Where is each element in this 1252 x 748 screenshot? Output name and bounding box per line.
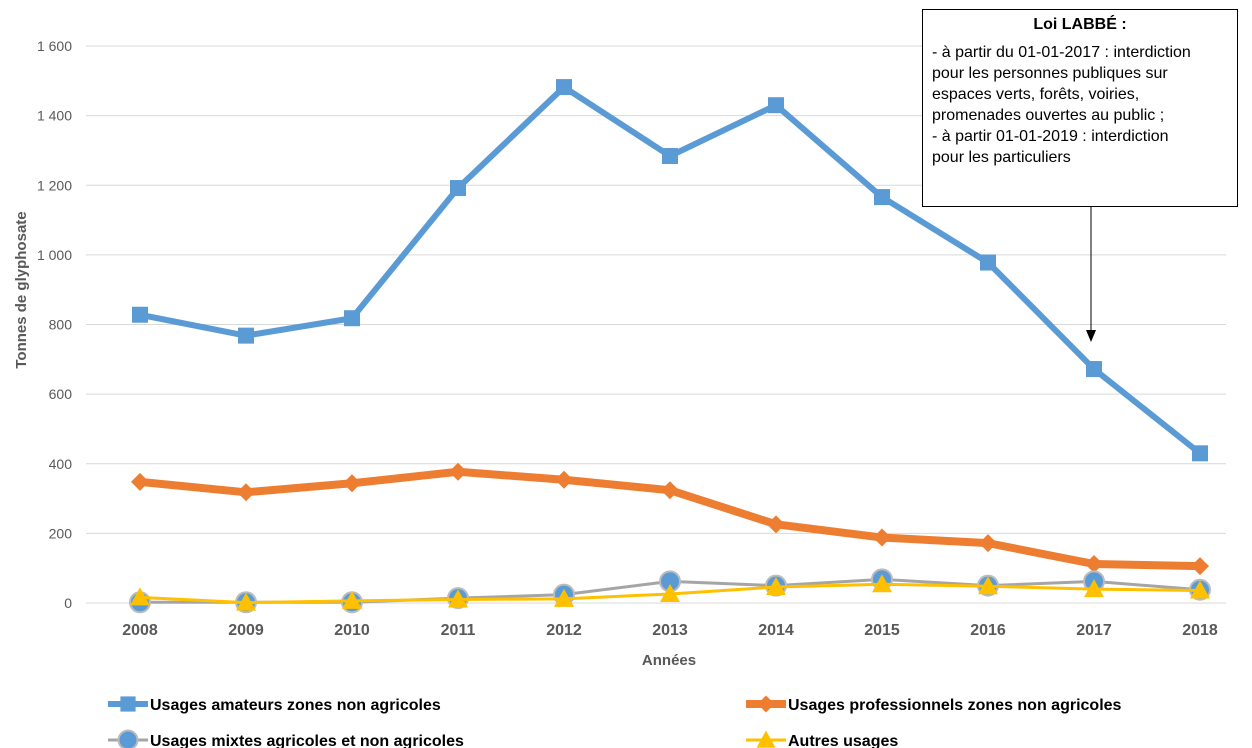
x-axis-ticks: 2008 2009 2010 2011 2012 2013 2014 2015 2016 2017…	[122, 622, 1218, 639]
annotation-line: pour les particuliers	[932, 149, 1071, 166]
y-tick-label: 800	[49, 317, 73, 333]
y-tick-label: 1 400	[37, 108, 72, 124]
data-point	[872, 574, 892, 593]
x-tick-label: 2018	[1182, 622, 1218, 639]
data-point	[117, 729, 139, 748]
annotation-box: Loi LABBÉ : - à partir du 01-01-2017 : i…	[922, 9, 1238, 207]
y-axis-ticks: 0 200 400 600 800 1 000 1 200 1 400 1 600	[37, 38, 72, 611]
data-point	[661, 481, 679, 500]
legend-label: Autres usages	[788, 733, 898, 748]
annotation-line: promenades ouvertes au public ;	[932, 107, 1165, 124]
data-point	[980, 254, 996, 271]
legend-label: Usages mixtes agricoles et non agricoles	[150, 733, 464, 748]
data-point	[120, 696, 136, 712]
data-point	[238, 327, 254, 344]
legend-label: Usages professionnels zones non agricole…	[788, 697, 1122, 714]
gridlines	[86, 45, 1226, 604]
annotation-arrow	[1086, 207, 1096, 342]
data-point	[342, 590, 362, 609]
y-tick-label: 0	[64, 595, 72, 611]
annotation-line: espaces verts, forêts, voiries,	[932, 86, 1140, 103]
x-tick-label: 2015	[864, 622, 900, 639]
annotation-line: - à partir 01-01-2019 : interdiction	[932, 128, 1169, 145]
x-tick-label: 2014	[758, 622, 794, 639]
data-point	[978, 576, 998, 595]
legend-item: Usages professionnels zones non agricole…	[746, 695, 1122, 714]
x-tick-label: 2016	[970, 622, 1006, 639]
legend-label: Usages amateurs zones non agricoles	[150, 697, 441, 714]
data-point	[236, 592, 256, 611]
legend-item: Usages mixtes agricoles et non agricoles	[108, 729, 464, 748]
y-tick-label: 1 600	[37, 38, 72, 54]
series-group	[129, 79, 1211, 614]
data-point	[449, 462, 467, 481]
data-point	[555, 470, 573, 489]
x-tick-label: 2011	[441, 622, 476, 639]
data-point	[1085, 555, 1103, 574]
y-tick-label: 1 200	[37, 177, 72, 193]
data-point	[768, 97, 784, 114]
data-point	[756, 730, 776, 748]
legend: Usages amateurs zones non agricoles Usage…	[108, 695, 1122, 748]
data-point	[1086, 361, 1102, 378]
data-point	[1190, 580, 1210, 599]
series-2	[131, 462, 1209, 576]
annotation-title: Loi LABBÉ :	[1033, 16, 1127, 33]
data-point	[1192, 445, 1208, 462]
x-axis-title: Années	[642, 652, 696, 669]
x-tick-label: 2012	[546, 622, 582, 639]
legend-item: Autres usages	[746, 730, 898, 748]
series-4	[130, 574, 1210, 611]
x-tick-label: 2008	[122, 622, 158, 639]
y-axis-title: Tonnes de glyphosate	[13, 211, 30, 368]
data-point	[556, 79, 572, 96]
x-tick-label: 2017	[1076, 622, 1112, 639]
data-point	[554, 588, 574, 607]
data-point	[766, 576, 786, 595]
data-point	[1084, 579, 1104, 598]
data-point	[873, 528, 891, 547]
data-point	[343, 474, 361, 493]
data-point	[660, 583, 680, 602]
annotation-line: pour les personnes publiques sur	[932, 65, 1168, 82]
data-point	[237, 483, 255, 502]
legend-item: Usages amateurs zones non agricoles	[108, 696, 441, 714]
data-point	[979, 534, 997, 553]
y-tick-label: 1 000	[37, 247, 72, 263]
arrow-head	[1086, 330, 1096, 342]
data-point	[448, 589, 468, 608]
x-tick-label: 2010	[334, 622, 370, 639]
y-tick-label: 200	[49, 525, 73, 541]
x-tick-label: 2009	[228, 622, 264, 639]
data-point	[132, 306, 148, 323]
data-point	[662, 148, 678, 165]
y-tick-label: 600	[49, 386, 73, 402]
y-tick-label: 400	[49, 456, 73, 472]
data-point	[1191, 557, 1209, 576]
data-point	[874, 189, 890, 206]
x-tick-label: 2013	[652, 622, 688, 639]
series-1	[132, 79, 1208, 462]
data-point	[130, 587, 150, 606]
data-point	[450, 180, 466, 197]
data-point	[131, 472, 149, 491]
data-point	[757, 695, 775, 713]
data-point	[767, 515, 785, 534]
annotation-line: - à partir du 01-01-2017 : interdiction	[932, 44, 1191, 61]
data-point	[344, 310, 360, 327]
